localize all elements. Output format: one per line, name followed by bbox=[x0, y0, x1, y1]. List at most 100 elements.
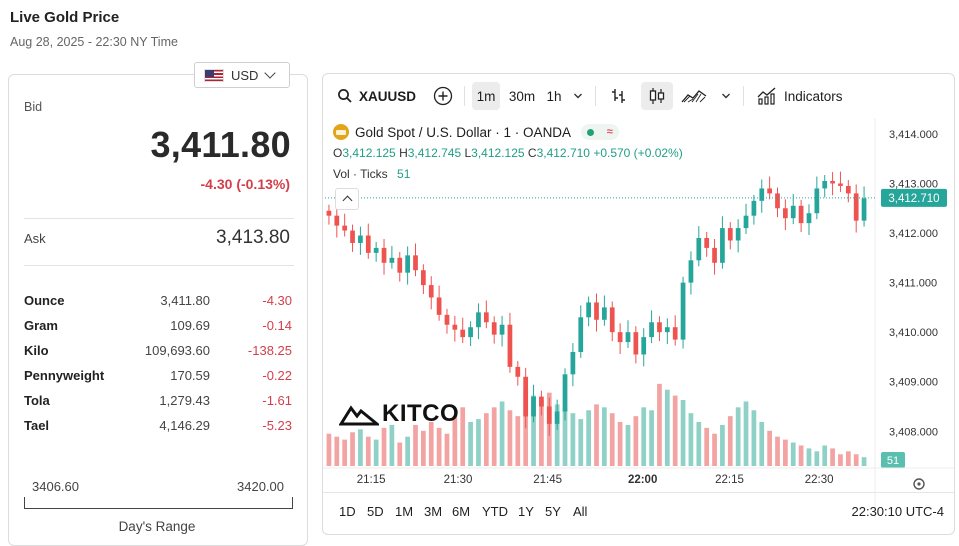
unit-change: -4.30 bbox=[262, 293, 292, 308]
volume-bar bbox=[838, 454, 843, 466]
currency-select[interactable]: USD bbox=[194, 62, 290, 88]
candle-body bbox=[633, 332, 639, 355]
add-circle-icon bbox=[433, 86, 453, 106]
y-tick-label: 3,412.000 bbox=[889, 228, 938, 240]
range-all-button[interactable]: All bbox=[573, 504, 588, 519]
range-3m-button[interactable]: 3M bbox=[424, 504, 443, 519]
bars-icon bbox=[612, 89, 625, 103]
volume-bar bbox=[334, 436, 340, 466]
x-tick-label: 22:00 bbox=[628, 474, 657, 486]
unit-row-tola: Tola 1,279.43 -1.61 bbox=[24, 393, 294, 413]
last-price-label: 3,412.710 bbox=[888, 193, 939, 205]
chart-widget: XAUUSD 1m 30m 1h Indicators 3,414.000 bbox=[322, 73, 955, 535]
candle-body bbox=[546, 406, 552, 424]
candle-body bbox=[373, 247, 379, 253]
volume-bar bbox=[657, 383, 662, 466]
area-style-button[interactable] bbox=[679, 82, 709, 110]
candle-body bbox=[365, 235, 371, 253]
indicators-label: Indicators bbox=[784, 88, 843, 104]
candle-body bbox=[523, 376, 529, 417]
days-range-bar bbox=[24, 497, 293, 509]
volume-bar bbox=[570, 413, 576, 466]
range-1m-button[interactable]: 1M bbox=[395, 504, 414, 519]
search-icon bbox=[338, 89, 352, 103]
y-tick-label: 3,414.000 bbox=[889, 129, 938, 141]
range-1d-button[interactable]: 1D bbox=[339, 504, 356, 519]
chart-clock[interactable]: 22:30:10 UTC-4 bbox=[851, 504, 945, 519]
unit-change: -0.14 bbox=[262, 318, 292, 333]
interval-1m[interactable]: 1m bbox=[472, 82, 500, 110]
unit-name: Ounce bbox=[24, 293, 65, 308]
y-tick-label: 3,410.000 bbox=[889, 327, 938, 339]
indicators-button[interactable]: Indicators bbox=[753, 82, 857, 110]
volume-bar bbox=[594, 404, 599, 466]
unit-row-ounce: Ounce 3,411.80 -4.30 bbox=[24, 293, 294, 313]
candle-body bbox=[696, 238, 702, 261]
volume-bar bbox=[358, 429, 363, 466]
candle-body bbox=[539, 396, 544, 407]
volume-bar bbox=[720, 424, 725, 466]
chart-style-dropdown[interactable] bbox=[717, 82, 735, 110]
divider bbox=[323, 492, 954, 493]
candle-body bbox=[358, 235, 363, 243]
currency-label: USD bbox=[231, 67, 259, 83]
y-tick-label: 3,409.000 bbox=[889, 377, 938, 389]
y-tick-label: 3,411.000 bbox=[889, 278, 937, 290]
range-5y-button[interactable]: 5Y bbox=[545, 504, 561, 519]
interval-1h[interactable]: 1h bbox=[546, 88, 562, 104]
volume-bar bbox=[798, 445, 804, 466]
kitco-logo: KITCO bbox=[339, 400, 459, 428]
range-6m-button[interactable]: 6M bbox=[452, 504, 471, 519]
volume-badge-label: 51 bbox=[887, 455, 899, 467]
unit-row-kilo: Kilo 109,693.60 -138.25 bbox=[24, 343, 294, 363]
unit-row-tael: Tael 4,146.29 -5.23 bbox=[24, 418, 294, 438]
gold-icon bbox=[333, 124, 349, 140]
candle-body bbox=[798, 205, 804, 224]
volume-bar bbox=[531, 395, 536, 466]
volume-bar bbox=[743, 401, 749, 466]
price-chart[interactable]: 3,414.000 3,413.000 3,412.000 3,411.000 3,41… bbox=[323, 118, 954, 518]
volume-bar bbox=[704, 427, 710, 466]
collapse-legend-button[interactable] bbox=[335, 188, 359, 210]
days-range-high: 3420.00 bbox=[237, 479, 284, 494]
candle-body bbox=[531, 396, 536, 417]
instrument-title: Gold Spot / U.S. Dollar · 1 · OANDA bbox=[355, 124, 572, 140]
range-5d-button[interactable]: 5D bbox=[367, 504, 384, 519]
candle-body bbox=[712, 247, 717, 263]
volume-bar bbox=[421, 430, 426, 466]
volume-value: 51 bbox=[397, 167, 411, 181]
range-ytd-button[interactable]: YTD bbox=[482, 504, 508, 519]
compare-symbol-button[interactable] bbox=[429, 82, 457, 110]
interval-30m[interactable]: 30m bbox=[508, 88, 536, 104]
ohlc-high: 3,412.745 bbox=[407, 146, 462, 160]
candle-body bbox=[562, 374, 568, 412]
candle-body bbox=[759, 188, 765, 201]
volume-bar bbox=[562, 407, 568, 466]
candle-body bbox=[790, 205, 796, 219]
range-1y-button[interactable]: 1Y bbox=[518, 504, 534, 519]
chevron-down-icon bbox=[264, 67, 277, 79]
kitco-logo-text: KITCO bbox=[382, 400, 460, 427]
x-tick-label: 21:45 bbox=[533, 474, 562, 486]
unit-price: 4,146.29 bbox=[159, 418, 210, 433]
candle-body bbox=[625, 332, 631, 343]
volume-bar bbox=[365, 436, 371, 466]
bar-style-button[interactable] bbox=[606, 82, 632, 110]
candle-body bbox=[421, 270, 426, 286]
symbol-search-button[interactable]: XAUUSD bbox=[331, 82, 421, 110]
volume-bar bbox=[822, 445, 828, 466]
page-title: Live Gold Price bbox=[10, 9, 120, 26]
candle-body bbox=[594, 302, 599, 320]
candle-body bbox=[830, 181, 835, 184]
volume-bar bbox=[759, 422, 765, 466]
page-subtitle: Aug 28, 2025 - 22:30 NY Time bbox=[10, 35, 178, 49]
candles-icon bbox=[649, 88, 665, 104]
candles-style-button[interactable] bbox=[641, 82, 673, 110]
unit-change: -1.61 bbox=[262, 393, 292, 408]
volume-bar bbox=[617, 422, 623, 466]
interval-dropdown[interactable] bbox=[569, 82, 587, 110]
volume-bar bbox=[405, 436, 410, 466]
candle-body bbox=[468, 327, 473, 338]
candle-body bbox=[657, 322, 662, 333]
divider bbox=[24, 265, 294, 266]
